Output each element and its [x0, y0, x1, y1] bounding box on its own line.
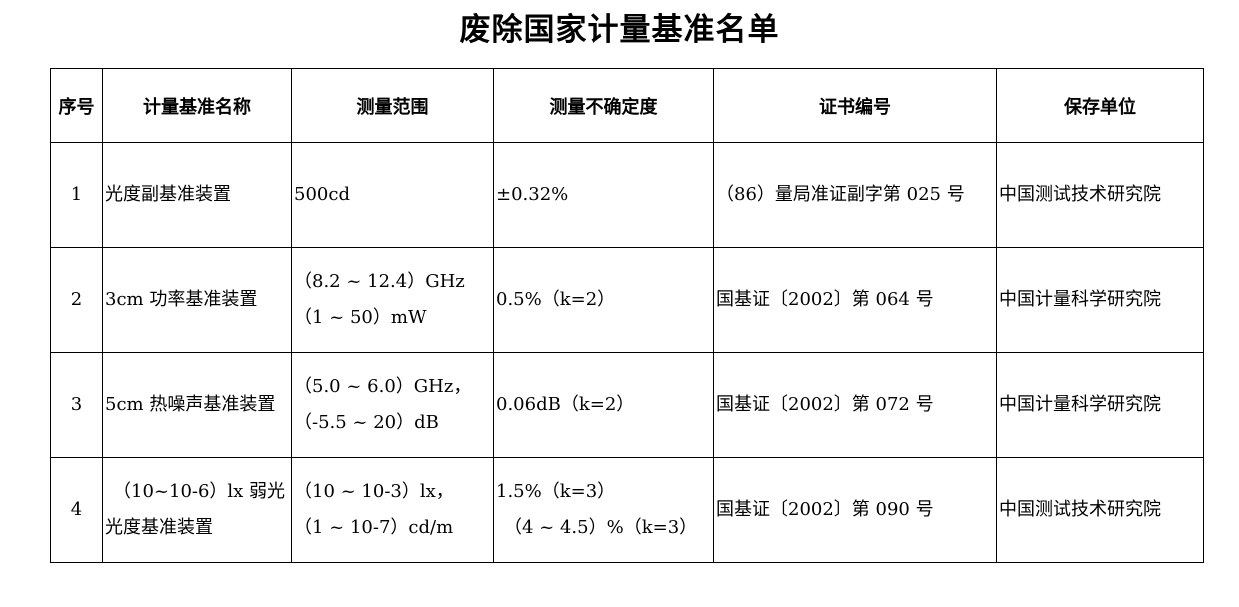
- cell-certificate-no: 国基证〔2002〕第 072 号: [713, 352, 997, 458]
- cell-measurement-range: 500cd: [291, 142, 494, 248]
- table-row: 2 3cm 功率基准装置 （8.2 ~ 12.4）GHz （1 ~ 50）mW …: [50, 247, 1204, 353]
- header-uncertainty: 测量不确定度: [493, 68, 714, 143]
- header-measurement-range: 测量范围: [291, 68, 494, 143]
- header-certificate-no: 证书编号: [713, 68, 997, 143]
- cell-custodian-unit: 中国计量科学研究院: [996, 352, 1204, 458]
- cell-serial-no: 3: [50, 352, 103, 458]
- name-line: 光度副基准装置: [105, 184, 231, 205]
- range-line: （8.2 ~ 12.4）GHz: [294, 271, 465, 292]
- cell-uncertainty: ±0.32%: [493, 142, 714, 248]
- uncertainty-line: ±0.32%: [496, 184, 569, 205]
- cell-serial-no: 2: [50, 247, 103, 353]
- cell-certificate-no: 国基证〔2002〕第 064 号: [713, 247, 997, 353]
- header-serial-no: 序号: [50, 68, 103, 143]
- cell-serial-no: 4: [50, 457, 103, 563]
- uncertainty-line: 0.06dB（k=2）: [496, 394, 635, 415]
- cell-custodian-unit: 中国计量科学研究院: [996, 247, 1204, 353]
- cell-uncertainty: 0.06dB（k=2）: [493, 352, 714, 458]
- range-line: 500cd: [294, 184, 350, 205]
- range-line: （1 ~ 10-7）cd/m: [294, 517, 454, 538]
- cell-measurement-range: （8.2 ~ 12.4）GHz （1 ~ 50）mW: [291, 247, 494, 353]
- cell-custodian-unit: 中国测试技术研究院: [996, 457, 1204, 563]
- range-line: （5.0 ~ 6.0）GHz，: [294, 376, 472, 397]
- table-row: 1 光度副基准装置 500cd ±0.32% （86）量局准证副字第 025 号…: [50, 142, 1204, 248]
- cell-custodian-unit: 中国测试技术研究院: [996, 142, 1204, 248]
- cell-certificate-no: 国基证〔2002〕第 090 号: [713, 457, 997, 563]
- cell-standard-name: 5cm 热噪声基准装置: [102, 352, 292, 458]
- name-line: 光度基准装置: [105, 517, 213, 538]
- cell-standard-name: 3cm 功率基准装置: [102, 247, 292, 353]
- name-line: 3cm 功率基准装置: [105, 289, 258, 310]
- uncertainty-line: 1.5%（k=3）: [496, 481, 616, 502]
- uncertainty-line: 0.5%（k=2）: [496, 289, 616, 310]
- cell-measurement-range: （5.0 ~ 6.0）GHz， （-5.5 ~ 20）dB: [291, 352, 494, 458]
- table-row: 4 （10~10-6）lx 弱光 光度基准装置 （10 ~ 10-3）lx， （…: [50, 457, 1204, 563]
- cell-uncertainty: 1.5%（k=3） （4 ~ 4.5）%（k=3）: [493, 457, 714, 563]
- cell-serial-no: 1: [50, 142, 103, 248]
- cell-certificate-no: （86）量局准证副字第 025 号: [713, 142, 997, 248]
- cell-uncertainty: 0.5%（k=2）: [493, 247, 714, 353]
- header-standard-name: 计量基准名称: [102, 68, 292, 143]
- table-header-row: 序号 计量基准名称 测量范围 测量不确定度 证书编号 保存单位: [50, 68, 1204, 143]
- cell-standard-name: 光度副基准装置: [102, 142, 292, 248]
- name-line: 5cm 热噪声基准装置: [105, 394, 276, 415]
- range-line: （1 ~ 50）mW: [294, 307, 427, 328]
- table-row: 3 5cm 热噪声基准装置 （5.0 ~ 6.0）GHz， （-5.5 ~ 20…: [50, 352, 1204, 458]
- range-line: （-5.5 ~ 20）dB: [294, 412, 439, 433]
- page-title: 废除国家计量基准名单: [459, 12, 780, 48]
- header-custodian-unit: 保存单位: [996, 68, 1204, 143]
- cell-measurement-range: （10 ~ 10-3）lx， （1 ~ 10-7）cd/m: [291, 457, 494, 563]
- abolished-standards-table: 序号 计量基准名称 测量范围 测量不确定度 证书编号 保存单位 1 光度副基准装…: [50, 68, 1204, 563]
- cell-standard-name: （10~10-6）lx 弱光 光度基准装置: [102, 457, 292, 563]
- range-line: （10 ~ 10-3）lx，: [294, 481, 454, 502]
- name-line: （10~10-6）lx 弱光: [113, 481, 286, 502]
- uncertainty-line: （4 ~ 4.5）%（k=3）: [504, 517, 698, 538]
